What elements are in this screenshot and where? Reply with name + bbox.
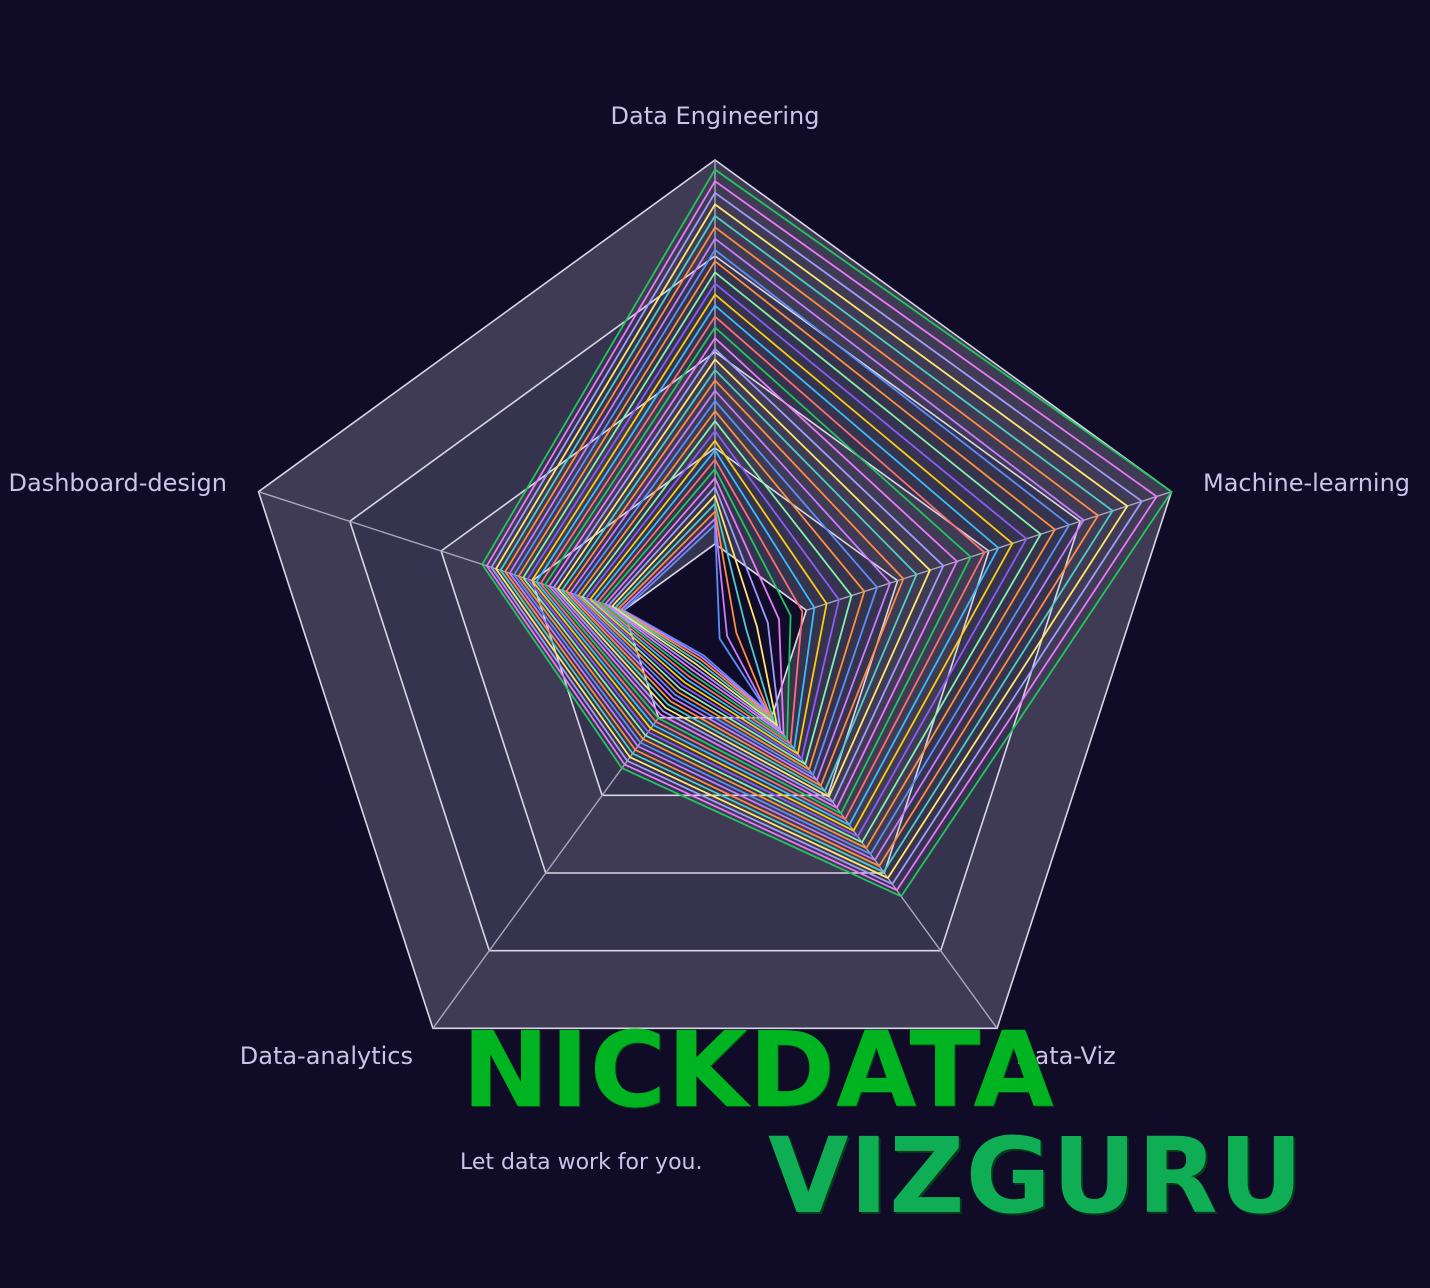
radar-series-line (581, 420, 853, 766)
brand-title: NICKDATA (462, 1009, 1055, 1131)
axis-label: Data-analytics (240, 1042, 413, 1070)
radar-series-line (526, 282, 1028, 838)
radar-series-line (622, 523, 767, 711)
radar-series-line (620, 517, 769, 714)
radar-series-line (593, 449, 816, 750)
radar-grid (257, 159, 1173, 1030)
axis-label: Machine-learning (1203, 469, 1410, 497)
radar-series-group (481, 168, 1173, 898)
axis-label: Data-Viz (1016, 1042, 1116, 1070)
radar-series-line (544, 326, 972, 815)
radar-series-line (585, 430, 840, 760)
radar-series-line (531, 293, 1014, 832)
brand-subtitle: VIZGURU (768, 1115, 1304, 1237)
radar-spoke (432, 717, 660, 1029)
axis-label: Data Engineering (611, 102, 820, 130)
radar-series-line (617, 510, 772, 718)
radar-series-line (561, 369, 918, 792)
radar-series-line (481, 168, 1173, 898)
radar-series-line (517, 260, 1056, 850)
radar-series-line (539, 315, 986, 821)
radar-series-line (577, 410, 866, 771)
radar-series-line (513, 249, 1071, 855)
brand-tagline: Let data work for you. (460, 1150, 703, 1175)
radar-series-line (499, 214, 1114, 873)
radar-series-line (552, 347, 945, 804)
radar-spoke (806, 491, 1172, 611)
radar-series-line (490, 191, 1143, 885)
radar-series-line (611, 494, 778, 727)
axis-label: Dashboard-design (9, 469, 227, 497)
radar-series-line (607, 485, 782, 731)
radar-series-line (573, 400, 878, 776)
radar-series-line (569, 389, 891, 782)
radar-series-line (535, 304, 1000, 826)
radar-series-line (565, 379, 905, 787)
radar-series-line (548, 337, 958, 809)
radar-series-line (495, 203, 1129, 879)
radar-series-line (614, 502, 775, 722)
radar-series-line (604, 477, 785, 736)
radar-series-line (596, 458, 804, 745)
radar-axis-labels: Data Engineering Machine-learning Data-Viz… (9, 102, 1411, 1070)
radar-series-line (600, 468, 792, 741)
radar-series-line (485, 180, 1158, 892)
radar-series-line (508, 237, 1085, 861)
radar-series-line (522, 271, 1042, 844)
radar-series-line (504, 226, 1099, 867)
radar-series-line (556, 358, 931, 798)
radar-series-line (589, 439, 828, 755)
